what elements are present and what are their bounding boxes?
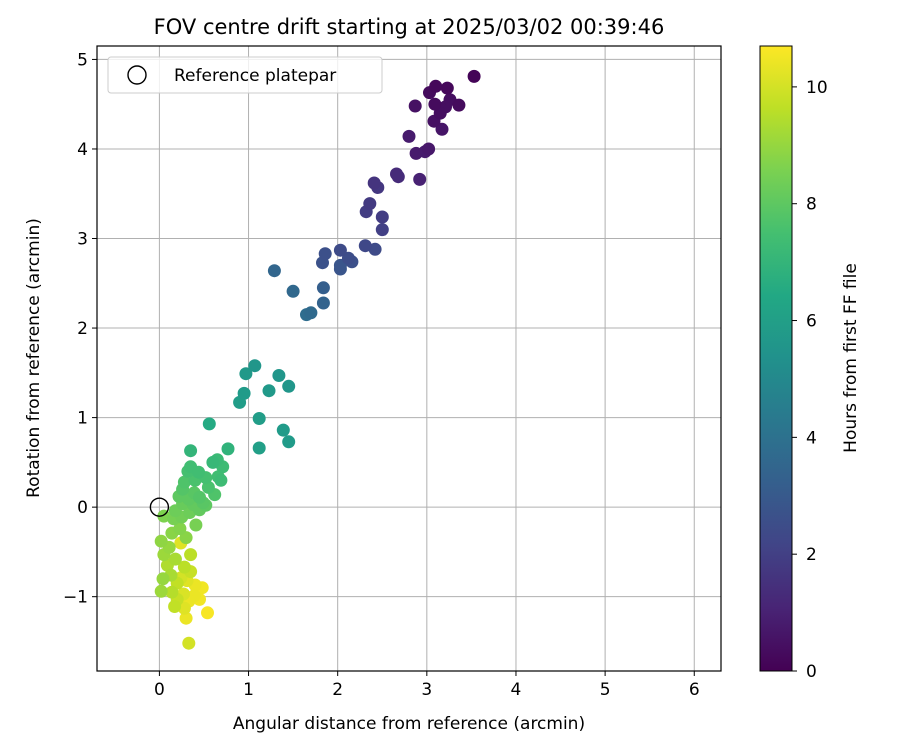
data-point: [201, 480, 215, 494]
colorbar-tick-label: 10: [806, 78, 828, 98]
data-point: [201, 606, 214, 620]
data-point: [192, 465, 206, 479]
y-tick-label: 3: [77, 230, 88, 250]
data-point: [156, 572, 170, 586]
data-point: [237, 386, 251, 400]
colorbar-ticks: 0 2 4 6 8 10: [792, 78, 828, 682]
chart-title: FOV centre drift starting at 2025/03/02 …: [154, 15, 665, 39]
data-points: [154, 69, 481, 650]
colorbar-gradient: [759, 45, 793, 672]
y-tick-label: 0: [77, 498, 88, 518]
data-point: [452, 98, 466, 112]
data-point: [177, 601, 191, 615]
colorbar-label: Hours from first FF file: [841, 263, 861, 453]
data-point: [435, 122, 449, 136]
data-point: [282, 379, 296, 393]
x-tick-label: 4: [511, 680, 522, 700]
data-point: [173, 522, 187, 536]
data-point: [267, 264, 281, 278]
data-point: [165, 585, 179, 599]
colorbar-tick-label: 2: [806, 545, 817, 565]
data-point: [252, 412, 266, 425]
x-tick-label: 3: [421, 680, 432, 700]
y-tick-label: 2: [77, 319, 88, 339]
x-tick-label: 0: [154, 680, 165, 700]
data-point: [375, 223, 389, 237]
data-point: [428, 97, 442, 111]
data-point: [214, 473, 228, 487]
data-point: [282, 435, 296, 449]
data-point: [286, 284, 300, 298]
data-point: [304, 306, 318, 320]
legend-label: Reference platepar: [174, 66, 336, 86]
colorbar-tick-label: 0: [806, 662, 817, 682]
x-tick-label: 5: [600, 680, 611, 700]
data-point: [252, 441, 266, 455]
data-point: [422, 142, 436, 156]
data-point: [177, 560, 191, 574]
data-point: [202, 417, 216, 431]
x-tick-label: 6: [689, 680, 700, 700]
x-axis-label: Angular distance from reference (arcmin): [233, 714, 585, 734]
data-point: [429, 79, 443, 93]
y-tick-label: 1: [77, 409, 88, 429]
x-tick-label: 2: [332, 680, 343, 700]
y-tick-label: 4: [77, 140, 88, 160]
data-point: [440, 81, 454, 95]
plot-frame: [96, 45, 722, 672]
data-point: [154, 534, 168, 548]
x-axis-ticks: 0 1 2 3 4 5 6: [154, 671, 700, 700]
data-point: [367, 176, 381, 190]
data-point: [177, 475, 191, 489]
data-point: [168, 600, 182, 613]
legend-marker-icon: [127, 65, 147, 85]
legend-box: [107, 56, 383, 94]
data-point: [318, 247, 332, 261]
y-tick-label: 5: [77, 50, 88, 70]
data-point: [184, 444, 198, 458]
data-point: [358, 239, 372, 253]
data-point: [248, 359, 262, 373]
data-point: [272, 369, 286, 382]
data-point: [341, 251, 355, 265]
data-point: [189, 518, 203, 532]
data-point: [276, 423, 290, 437]
data-point: [368, 242, 382, 256]
data-point: [182, 636, 196, 650]
colorbar: 0 2 4 6 8 10 Hours from first FF file: [759, 45, 861, 682]
plot-area: 0 1 2 3 4 5 6 −1 0 1 2 3 4 5: [63, 45, 722, 700]
data-point: [316, 281, 330, 295]
data-point: [193, 490, 206, 504]
data-point: [179, 611, 193, 625]
data-point: [262, 384, 276, 398]
x-tick-label: 1: [243, 680, 254, 700]
data-point: [221, 442, 235, 456]
data-point: [402, 129, 416, 143]
data-point: [467, 69, 481, 83]
data-point: [409, 146, 423, 160]
y-axis-ticks: −1 0 1 2 3 4 5: [63, 50, 97, 608]
y-axis-label: Rotation from reference (arcmin): [24, 218, 44, 498]
reference-marker: [149, 497, 170, 517]
data-point: [239, 367, 253, 381]
colorbar-tick-label: 6: [806, 312, 817, 332]
data-point: [363, 197, 377, 211]
y-tick-label: −1: [63, 588, 88, 608]
data-point: [316, 296, 330, 310]
colorbar-tick-label: 8: [806, 195, 817, 215]
data-point: [408, 99, 422, 113]
data-point: [391, 170, 405, 184]
data-point: [184, 548, 198, 562]
data-point: [206, 455, 220, 469]
data-point: [413, 172, 427, 186]
data-point: [168, 552, 182, 566]
data-point: [333, 243, 347, 257]
colorbar-tick-label: 4: [806, 428, 817, 448]
data-point: [154, 584, 168, 598]
legend: Reference platepar: [107, 56, 383, 94]
data-point: [375, 210, 389, 224]
